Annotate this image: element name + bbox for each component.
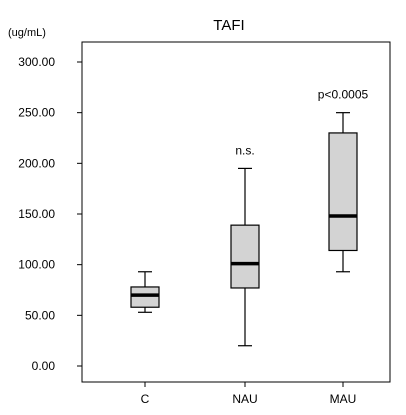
box-group-c [130,271,160,313]
y-tick-label: 50.00 [25,308,55,322]
y-tick-label: 300.00 [18,55,55,69]
box-group-mau: p<0.0005 [318,88,369,273]
box-group-nau: n.s. [230,143,260,347]
y-tick-label: 0.00 [32,359,56,373]
y-unit-label: (ug/mL) [8,27,46,39]
y-tick-label: 100.00 [18,258,55,272]
y-axis: 0.00 50.00 100.00 150.00 200.00 250.00 300.00 [18,55,82,373]
x-axis: C NAU MAU [141,382,357,406]
boxes: n.s. p<0.0005 [130,88,369,347]
significance-label: n.s. [235,143,254,157]
x-tick-label: MAU [330,392,357,406]
box-iqr [328,132,358,252]
significance-label: p<0.0005 [318,88,369,102]
box-iqr [130,286,160,308]
box-iqr [230,224,260,289]
y-tick-label: 200.00 [18,156,55,170]
plot-frame [81,41,391,383]
y-tick-label: 150.00 [18,207,55,221]
chart-title: TAFI [213,17,244,34]
x-tick-label: C [141,392,150,406]
x-tick-label: NAU [232,392,257,406]
y-tick-label: 250.00 [18,106,55,120]
